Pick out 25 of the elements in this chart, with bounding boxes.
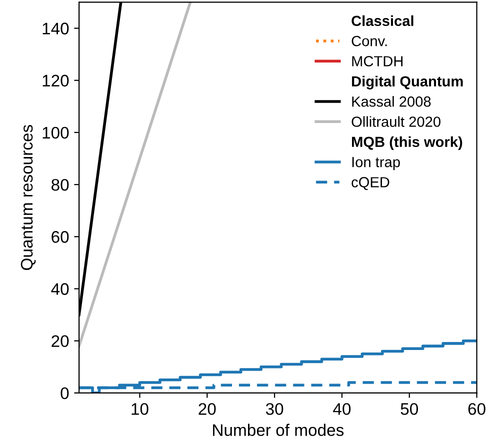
x-axis-title: Number of modes bbox=[213, 424, 344, 436]
legend-label: Ion trap bbox=[352, 157, 400, 170]
x-tick-label: 10 bbox=[132, 403, 148, 415]
x-tick-label: 60 bbox=[468, 403, 486, 415]
annotation: MQB (this work) bbox=[352, 136, 462, 150]
x-tick-label: 30 bbox=[266, 403, 284, 415]
legend-label: cQED bbox=[352, 177, 390, 190]
y-axis-title: Quantum resources bbox=[20, 124, 36, 270]
y-tick-label: 0 bbox=[60, 387, 69, 400]
y-tick-label: 60 bbox=[52, 231, 69, 243]
legend-label: Kassal 2008 bbox=[352, 96, 431, 107]
legend-label: MCTDH bbox=[352, 56, 403, 66]
y-tick-label: 140 bbox=[42, 22, 69, 34]
x-tick-label: 40 bbox=[333, 403, 351, 415]
x-tick-label: 50 bbox=[400, 403, 418, 415]
x-tick-label: 20 bbox=[198, 403, 216, 415]
y-tick-label: 80 bbox=[52, 178, 69, 191]
y-tick-label: 120 bbox=[42, 74, 69, 87]
legend-label: Ollitrault 2020 bbox=[352, 116, 440, 127]
annotation: Digital Quantum bbox=[352, 76, 463, 90]
y-tick-label: 40 bbox=[51, 283, 69, 295]
y-tick-label: 100 bbox=[42, 126, 69, 139]
y-tick-label: 20 bbox=[52, 335, 69, 348]
legend-label: Conv. bbox=[352, 36, 387, 46]
annotation: Classical bbox=[352, 15, 414, 26]
